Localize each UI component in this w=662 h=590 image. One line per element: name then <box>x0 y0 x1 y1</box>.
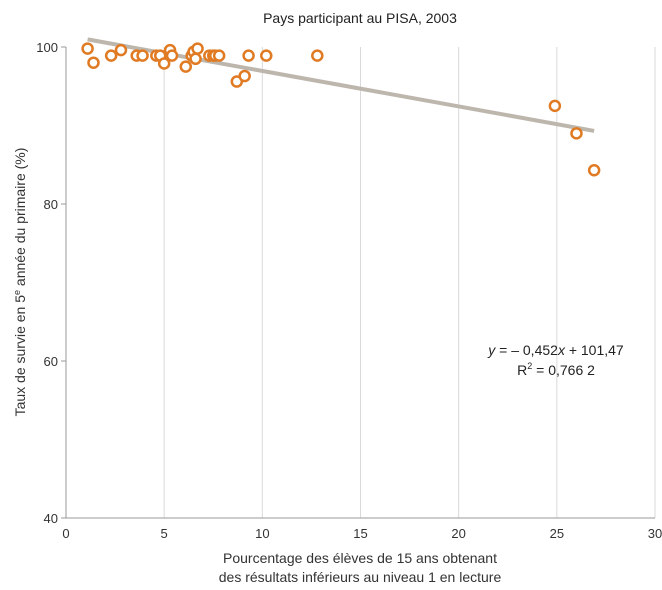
y-tick-label: 80 <box>44 197 58 212</box>
regression-equation: y = – 0,452x + 101,47 R2 = 0,766 2 <box>487 342 624 378</box>
data-point <box>165 49 179 62</box>
data-point <box>87 56 100 69</box>
r-squared-value: = 0,766 2 <box>532 362 595 378</box>
data-point <box>238 69 251 83</box>
x-axis-label-line-1: Pourcentage des élèves de 15 ans obtenan… <box>223 550 497 566</box>
r-squared-line: R2 = 0,766 2 <box>517 361 595 378</box>
data-point <box>548 99 562 113</box>
data-point <box>587 163 601 177</box>
data-point <box>179 60 193 73</box>
data-point <box>311 49 324 62</box>
equation-x: x <box>557 342 566 358</box>
data-point <box>136 49 149 62</box>
y-axis-label-pre: Taux de survie en 5 <box>12 295 28 417</box>
data-point <box>157 57 171 70</box>
chart-title: Pays participant au PISA, 2003 <box>263 10 457 26</box>
x-tick-label: 0 <box>62 526 69 541</box>
tick-labels: 0 5 10 15 20 25 30 40 60 80 100 <box>36 40 662 541</box>
x-axis-label-line-2: des résultats inférieurs au niveau 1 en … <box>219 569 502 585</box>
data-point <box>260 49 273 62</box>
r-squared-superscript: 2 <box>527 361 532 371</box>
equation-y: y <box>487 342 496 358</box>
y-tick-label: 60 <box>44 354 58 369</box>
x-tick-label: 15 <box>353 526 367 541</box>
r-squared-label: R <box>517 362 527 378</box>
y-axis-label-sup: e <box>12 290 22 295</box>
data-points <box>81 42 601 177</box>
y-axis-label-post: année du primaire (%) <box>12 148 28 290</box>
axes <box>61 46 655 519</box>
x-tick-label: 10 <box>255 526 269 541</box>
data-point <box>104 49 118 62</box>
equation-intercept: + 101,47 <box>565 342 624 358</box>
data-point <box>570 127 583 140</box>
x-tick-label: 5 <box>161 526 168 541</box>
data-point <box>242 49 255 62</box>
y-tick-label: 40 <box>44 511 58 526</box>
data-point <box>191 42 204 55</box>
x-tick-label: 30 <box>648 526 662 541</box>
x-tick-label: 25 <box>550 526 564 541</box>
gridlines <box>163 47 656 518</box>
data-point <box>212 49 226 62</box>
data-point <box>114 43 128 57</box>
regression-equation-line: y = – 0,452x + 101,47 <box>487 342 624 358</box>
y-tick-label: 100 <box>36 40 58 55</box>
data-point <box>81 42 94 55</box>
x-tick-label: 20 <box>451 526 465 541</box>
equation-slope: = – 0,452 <box>495 342 558 358</box>
data-point <box>189 52 202 66</box>
y-axis-label: Taux de survie en 5e année du primaire (… <box>12 148 28 417</box>
